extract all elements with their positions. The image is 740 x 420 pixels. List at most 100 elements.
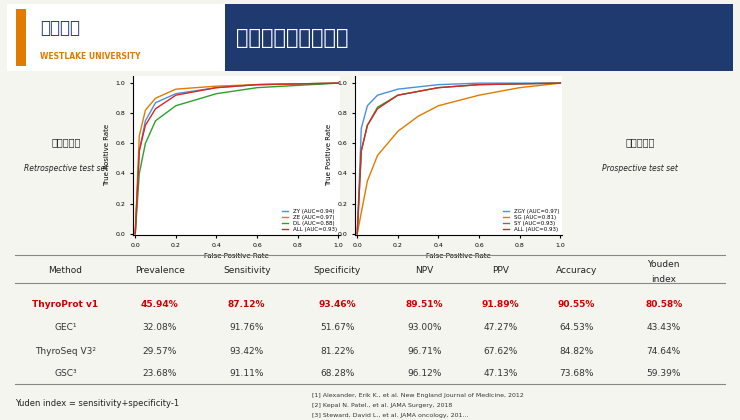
ALL (AUC=0.93) — [353, 231, 362, 236]
Text: GSC³: GSC³ — [54, 368, 77, 378]
Text: 29.57%: 29.57% — [143, 347, 177, 356]
Text: Yuden index = sensitivity+specificity-1: Yuden index = sensitivity+specificity-1 — [15, 399, 179, 408]
ZGY (AUC=0.97) — [474, 81, 483, 86]
SY (AUC=0.93) — [357, 148, 366, 153]
DL (AUC=0.88) — [334, 81, 343, 86]
ZY (AUC=0.94) — [172, 91, 181, 96]
Text: 51.67%: 51.67% — [320, 323, 354, 333]
SG (AUC=0.81) — [474, 93, 483, 98]
DL (AUC=0.88) — [131, 231, 140, 236]
Text: 93.42%: 93.42% — [229, 347, 264, 356]
ZY (AUC=0.94) — [151, 100, 160, 105]
Text: 西湖大学: 西湖大学 — [40, 19, 80, 37]
Text: 68.28%: 68.28% — [320, 368, 354, 378]
Text: Prevalence: Prevalence — [135, 266, 184, 275]
Line: ALL (AUC=0.93): ALL (AUC=0.93) — [135, 83, 338, 234]
Line: ZY (AUC=0.94): ZY (AUC=0.94) — [135, 83, 338, 234]
Y-axis label: True Positive Rate: True Positive Rate — [104, 124, 110, 186]
ZGY (AUC=0.97) — [434, 82, 443, 87]
ALL (AUC=0.93) — [373, 106, 382, 111]
FancyBboxPatch shape — [16, 9, 25, 66]
DL (AUC=0.88) — [252, 85, 261, 90]
SY (AUC=0.93) — [373, 105, 382, 110]
Text: 91.89%: 91.89% — [482, 300, 519, 309]
Text: [1] Alexander, Erik K., et al. New England Journal of Medicine, 2012: [1] Alexander, Erik K., et al. New Engla… — [312, 393, 524, 397]
Text: 回顾性队列: 回顾性队列 — [52, 138, 81, 148]
Text: 多中心临床研究验证: 多中心临床研究验证 — [236, 28, 349, 48]
FancyBboxPatch shape — [7, 4, 225, 71]
Legend: ZGY (AUC=0.97), SG (AUC=0.81), SY (AUC=0.93), ALL (AUC=0.93): ZGY (AUC=0.97), SG (AUC=0.81), SY (AUC=0… — [502, 209, 559, 232]
SG (AUC=0.81) — [363, 178, 371, 184]
Text: index: index — [651, 275, 676, 284]
Line: DL (AUC=0.88): DL (AUC=0.88) — [135, 83, 338, 234]
Text: Method: Method — [48, 266, 82, 275]
ALL (AUC=0.93) — [141, 123, 149, 128]
Text: Sensitivity: Sensitivity — [223, 266, 271, 275]
Line: ALL (AUC=0.93): ALL (AUC=0.93) — [357, 83, 560, 234]
Text: 84.82%: 84.82% — [559, 347, 593, 356]
ZGY (AUC=0.97) — [363, 103, 371, 108]
Line: ZE (AUC=0.97): ZE (AUC=0.97) — [135, 83, 338, 234]
X-axis label: False Positive Rate: False Positive Rate — [426, 253, 491, 260]
ZGY (AUC=0.97) — [353, 231, 362, 236]
Text: Youden: Youden — [648, 260, 680, 269]
Text: 47.27%: 47.27% — [483, 323, 518, 333]
SY (AUC=0.93) — [434, 85, 443, 90]
ZE (AUC=0.97) — [135, 133, 144, 138]
ALL (AUC=0.93) — [252, 82, 261, 87]
SY (AUC=0.93) — [394, 93, 403, 98]
Text: 91.11%: 91.11% — [229, 368, 264, 378]
Text: Prospective test set: Prospective test set — [602, 164, 678, 173]
FancyBboxPatch shape — [225, 4, 733, 71]
Text: 23.68%: 23.68% — [143, 368, 177, 378]
ZGY (AUC=0.97) — [373, 93, 382, 98]
Text: 90.55%: 90.55% — [558, 300, 596, 309]
Text: 73.68%: 73.68% — [559, 368, 594, 378]
SG (AUC=0.81) — [373, 153, 382, 158]
Text: ThyroProt v1: ThyroProt v1 — [33, 300, 98, 309]
ZGY (AUC=0.97) — [556, 81, 565, 86]
ALL (AUC=0.93) — [172, 93, 181, 98]
Text: 67.62%: 67.62% — [483, 347, 518, 356]
SG (AUC=0.81) — [353, 231, 362, 236]
Text: 87.12%: 87.12% — [228, 300, 266, 309]
Text: 96.71%: 96.71% — [407, 347, 442, 356]
SY (AUC=0.93) — [353, 231, 362, 236]
Text: 64.53%: 64.53% — [559, 323, 594, 333]
ALL (AUC=0.93) — [363, 123, 371, 128]
DL (AUC=0.88) — [172, 103, 181, 108]
ALL (AUC=0.93) — [334, 81, 343, 86]
ZY (AUC=0.94) — [334, 81, 343, 86]
ALL (AUC=0.93) — [394, 93, 403, 98]
ZY (AUC=0.94) — [212, 85, 221, 90]
Text: GEC¹: GEC¹ — [54, 323, 77, 333]
ALL (AUC=0.93) — [474, 82, 483, 87]
SY (AUC=0.93) — [556, 81, 565, 86]
ZY (AUC=0.94) — [131, 231, 140, 236]
Text: [3] Steward, David L., et al. JAMA oncology, 201...: [3] Steward, David L., et al. JAMA oncol… — [312, 413, 468, 418]
Text: ThyroSeq V3²: ThyroSeq V3² — [35, 347, 96, 356]
Text: NPV: NPV — [415, 266, 434, 275]
Y-axis label: True Positive Rate: True Positive Rate — [326, 124, 332, 186]
ALL (AUC=0.93) — [131, 231, 140, 236]
Text: 74.64%: 74.64% — [647, 347, 681, 356]
Text: 96.12%: 96.12% — [407, 368, 442, 378]
SG (AUC=0.81) — [556, 81, 565, 86]
DL (AUC=0.88) — [212, 91, 221, 96]
ZE (AUC=0.97) — [141, 108, 149, 113]
ZGY (AUC=0.97) — [357, 126, 366, 131]
DL (AUC=0.88) — [141, 141, 149, 146]
ALL (AUC=0.93) — [357, 148, 366, 153]
ZY (AUC=0.94) — [135, 148, 144, 153]
ALL (AUC=0.93) — [556, 81, 565, 86]
ZY (AUC=0.94) — [141, 118, 149, 123]
Text: 47.13%: 47.13% — [483, 368, 518, 378]
ZY (AUC=0.94) — [252, 82, 261, 87]
Text: PPV: PPV — [492, 266, 509, 275]
ALL (AUC=0.93) — [135, 148, 144, 153]
ALL (AUC=0.93) — [434, 85, 443, 90]
Text: 59.39%: 59.39% — [647, 368, 681, 378]
Text: 前瞻性队列: 前瞻性队列 — [625, 138, 655, 148]
ZE (AUC=0.97) — [131, 231, 140, 236]
ZE (AUC=0.97) — [212, 84, 221, 89]
